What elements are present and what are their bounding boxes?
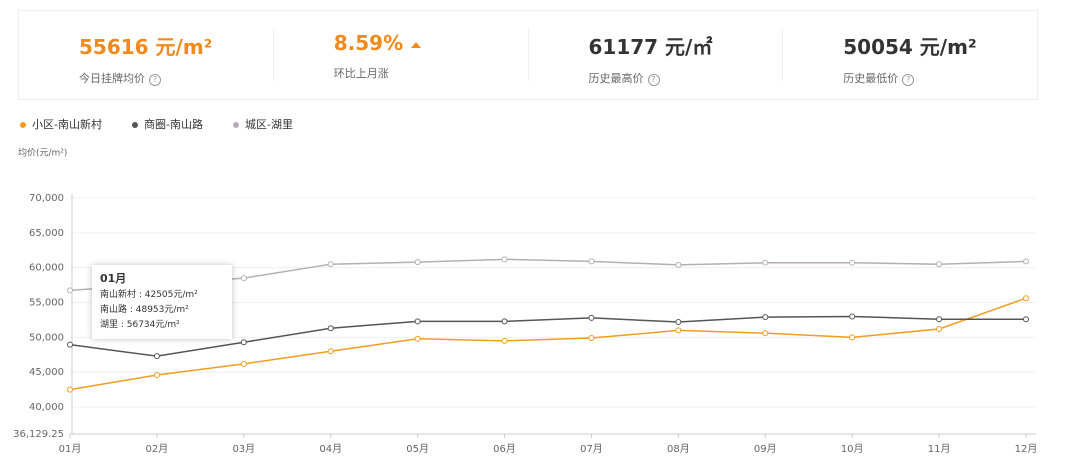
stat-label-row: 历史最低价? bbox=[843, 70, 1037, 86]
x-tick-label: 11月 bbox=[928, 443, 951, 455]
x-tick-label: 07月 bbox=[580, 443, 603, 455]
stat-card: 50054 元/m² 历史最低价? bbox=[783, 29, 1037, 86]
data-point bbox=[762, 259, 769, 266]
data-point bbox=[67, 386, 73, 393]
data-point bbox=[588, 258, 595, 265]
data-point bbox=[1023, 295, 1029, 302]
y-tick-label: 50,000 bbox=[29, 332, 64, 343]
x-tick-label: 09月 bbox=[754, 443, 777, 455]
tooltip-line: 湖里 : 56734元/m² bbox=[100, 320, 180, 330]
data-point bbox=[153, 353, 160, 360]
stat-value-row: 50054 元/m² bbox=[843, 31, 1037, 60]
stat-card: 55616 元/m² 今日挂牌均价? bbox=[19, 29, 274, 86]
data-point bbox=[414, 318, 421, 325]
data-point bbox=[936, 325, 943, 332]
tooltip: 01月 南山新村 : 42505元/m² 南山路 : 48953元/m² 湖里 : … bbox=[92, 265, 232, 339]
help-icon: ? bbox=[647, 74, 660, 86]
stat-label: 环比上月涨 bbox=[333, 67, 389, 80]
x-tick-label: 05月 bbox=[406, 443, 429, 455]
stat-card: 8.59% 环比上月涨 bbox=[274, 29, 529, 81]
stat-value: 50054 元/m² bbox=[843, 35, 977, 59]
stat-label-row: 环比上月涨 bbox=[334, 65, 528, 81]
legend-marker bbox=[131, 122, 138, 128]
stat-label: 历史最高价 bbox=[588, 72, 644, 85]
data-point bbox=[675, 319, 682, 326]
help-icon: ? bbox=[149, 74, 161, 86]
tooltip-line: 南山路 : 48953元/m² bbox=[100, 305, 189, 315]
y-tick-label: 45,000 bbox=[29, 367, 64, 378]
x-tick-label: 12月 bbox=[1015, 443, 1038, 455]
x-tick-label: 03月 bbox=[232, 443, 255, 455]
data-point bbox=[414, 335, 421, 342]
data-point bbox=[501, 337, 508, 344]
data-point bbox=[501, 256, 508, 263]
data-point bbox=[67, 287, 73, 294]
stat-value: 8.59% bbox=[333, 31, 404, 55]
stat-value-row: 55616 元/m² bbox=[79, 31, 273, 60]
data-point bbox=[327, 348, 334, 355]
stat-label-row: 历史最高价? bbox=[589, 70, 783, 86]
y-axis-label: 均价(元/m²) bbox=[18, 147, 67, 159]
legend-marker bbox=[20, 122, 26, 128]
legend-label: 小区-南山新村 bbox=[32, 117, 102, 131]
legend-marker bbox=[232, 122, 239, 128]
y-tick-label: 60,000 bbox=[29, 263, 64, 274]
data-point bbox=[414, 259, 421, 266]
data-point bbox=[849, 334, 856, 341]
legend-label: 商圈-南山路 bbox=[144, 117, 203, 131]
data-point bbox=[67, 341, 73, 348]
legend-label: 城区-湖里 bbox=[245, 118, 293, 131]
x-tick-label: 06月 bbox=[493, 443, 516, 455]
data-point bbox=[762, 314, 769, 321]
stat-label-row: 今日挂牌均价? bbox=[79, 70, 273, 86]
help-icon: ? bbox=[902, 74, 915, 86]
stat-value: 55616 元/m² bbox=[79, 35, 213, 59]
data-point bbox=[762, 330, 769, 337]
data-point bbox=[675, 261, 682, 268]
x-tick-label: 02月 bbox=[146, 443, 169, 455]
y-tick-label: 55,000 bbox=[29, 298, 64, 309]
x-tick-label: 01月 bbox=[59, 443, 82, 455]
data-point bbox=[501, 318, 508, 325]
data-point bbox=[327, 261, 334, 268]
data-point bbox=[153, 371, 160, 378]
data-point bbox=[849, 259, 856, 266]
y-tick-label: 36,129.25 bbox=[13, 429, 64, 440]
x-tick-label: 08月 bbox=[667, 443, 690, 455]
y-tick-label: 70,000 bbox=[29, 193, 64, 204]
data-point bbox=[936, 261, 943, 268]
data-point bbox=[1023, 316, 1029, 323]
series-line bbox=[69, 297, 1027, 391]
stat-value: 61177 元/㎡ bbox=[588, 35, 713, 59]
data-point bbox=[936, 316, 943, 323]
x-tick-label: 10月 bbox=[841, 443, 864, 455]
data-point bbox=[675, 327, 682, 334]
tooltip-line: 南山新村 : 42505元/m² bbox=[100, 290, 198, 300]
stat-label: 历史最低价 bbox=[843, 72, 899, 85]
data-point bbox=[240, 275, 247, 282]
stat-label: 今日挂牌均价 bbox=[79, 72, 145, 85]
stat-value-row: 61177 元/㎡ bbox=[589, 31, 783, 60]
up-arrow bbox=[411, 41, 422, 48]
series-line bbox=[69, 315, 1026, 357]
stat-value-row: 8.59% bbox=[334, 31, 528, 55]
data-point bbox=[240, 339, 247, 346]
data-point bbox=[588, 335, 595, 342]
data-point bbox=[327, 325, 334, 332]
data-point bbox=[849, 313, 856, 320]
y-tick-label: 40,000 bbox=[29, 402, 64, 413]
y-tick-label: 65,000 bbox=[29, 228, 64, 239]
x-tick-label: 04月 bbox=[319, 443, 342, 455]
data-point bbox=[1023, 258, 1029, 265]
data-point bbox=[240, 360, 247, 367]
data-point bbox=[588, 314, 595, 321]
tooltip-title: 01月 bbox=[100, 272, 127, 285]
